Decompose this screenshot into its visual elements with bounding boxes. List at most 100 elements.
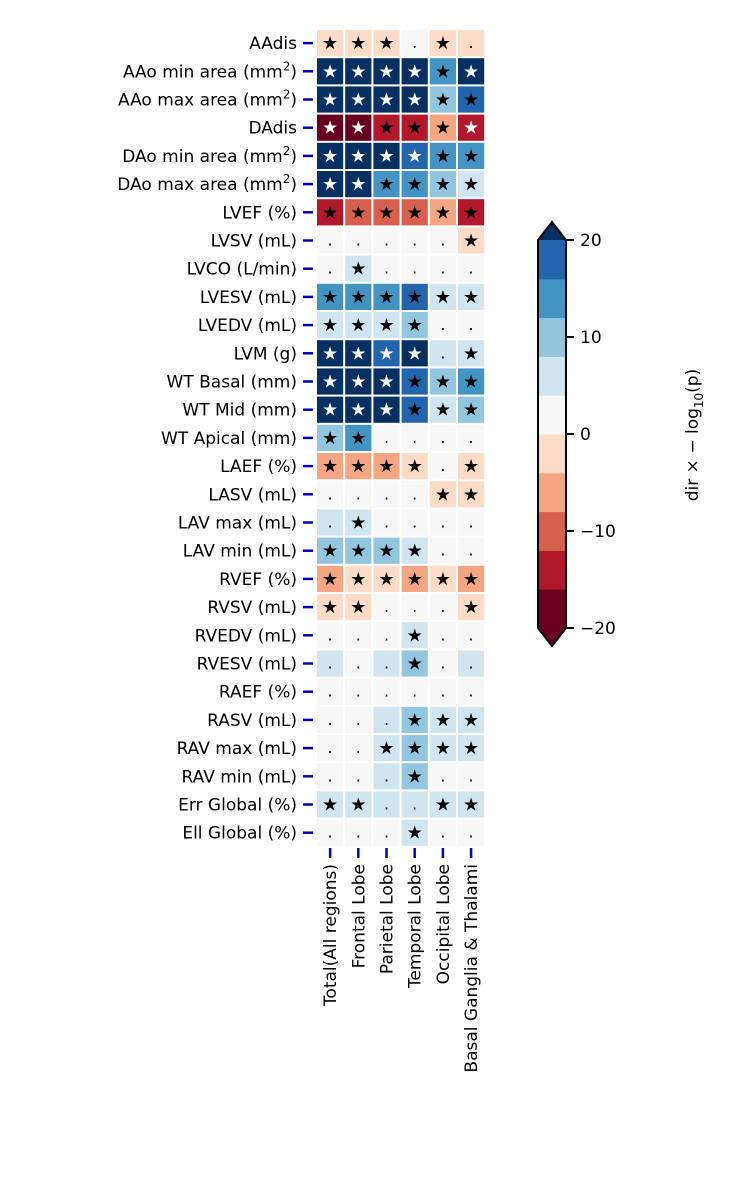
significance-star: ★ [350, 795, 366, 816]
heatmap-cell [458, 86, 485, 113]
heatmap-cell [373, 791, 400, 818]
nonsignificant-dot: . [469, 513, 474, 532]
heatmap-cell [401, 565, 428, 592]
colorbar: 20 10 0 −10 −20 [537, 220, 616, 648]
colorbar-extend-min [538, 628, 566, 646]
heatmap-cell [401, 537, 428, 564]
nonsignificant-dot: . [412, 33, 417, 52]
heatmap-cell [458, 114, 485, 141]
nonsignificant-dot: . [440, 259, 445, 278]
heatmap-cell [373, 142, 400, 169]
heatmap-cell [401, 199, 428, 226]
nonsignificant-dot: . [356, 231, 361, 250]
heatmap-cell [345, 86, 372, 113]
colorbar-segment [538, 589, 566, 629]
nonsignificant-dot: . [356, 710, 361, 729]
significance-star: ★ [407, 654, 423, 675]
heatmap-cell [317, 537, 344, 564]
significance-star: ★ [350, 541, 366, 562]
significance-star: ★ [322, 90, 338, 111]
heatmap-cell [345, 142, 372, 169]
significance-star: ★ [435, 795, 451, 816]
heatmap-cell [345, 171, 372, 198]
heatmap-cell [373, 453, 400, 480]
significance-star: ★ [435, 174, 451, 195]
heatmap-cell [317, 199, 344, 226]
heatmap-cell [317, 819, 344, 846]
nonsignificant-dot: . [440, 654, 445, 673]
heatmap-cell [373, 819, 400, 846]
heatmap-cell [429, 255, 456, 282]
heatmap-cell [317, 114, 344, 141]
significance-star: ★ [378, 33, 394, 54]
heatmap-cell [429, 424, 456, 451]
heatmap-cell [401, 142, 428, 169]
heatmap-cell [373, 171, 400, 198]
nonsignificant-dot: . [384, 428, 389, 447]
heatmap-cell [345, 594, 372, 621]
nonsignificant-dot: . [356, 823, 361, 842]
nonsignificant-dot: . [384, 766, 389, 785]
row-label: WT Basal (mm) [167, 373, 297, 393]
nonsignificant-dot: . [469, 766, 474, 785]
heatmap-cell [401, 58, 428, 85]
nonsignificant-dot: . [328, 625, 333, 644]
significance-star: ★ [350, 513, 366, 534]
significance-star: ★ [322, 795, 338, 816]
row-label: Ell Global (%) [182, 824, 297, 844]
heatmap-cell [429, 283, 456, 310]
heatmap-cell [373, 283, 400, 310]
heatmap-cell [458, 199, 485, 226]
heatmap-cell [458, 255, 485, 282]
heatmap-cell [429, 312, 456, 339]
significance-star: ★ [435, 90, 451, 111]
heatmap-cell [345, 706, 372, 733]
nonsignificant-dot: . [440, 513, 445, 532]
heatmap-cell [458, 650, 485, 677]
row-label: DAo min area (mm2) [122, 144, 297, 167]
heatmap-cell [429, 453, 456, 480]
colorbar-tick-label: 20 [580, 231, 602, 251]
colorbar-tick-label: 10 [580, 328, 602, 348]
heatmap-cell [317, 594, 344, 621]
heatmap-cell [429, 340, 456, 367]
significance-star: ★ [435, 146, 451, 167]
heatmap-cell [458, 706, 485, 733]
heatmap-cell [345, 622, 372, 649]
heatmap-cell [401, 791, 428, 818]
heatmap-cell [317, 678, 344, 705]
colorbar-label: dir × − log10(p) [683, 369, 706, 501]
significance-star: ★ [350, 287, 366, 308]
significance-star: ★ [322, 315, 338, 336]
row-label: LAEF (%) [220, 457, 297, 477]
row-label: RAEF (%) [219, 683, 297, 703]
significance-star: ★ [463, 569, 479, 590]
heatmap-cell [317, 58, 344, 85]
row-label: LVEDV (mL) [198, 316, 297, 336]
heatmap-cell [317, 509, 344, 536]
nonsignificant-dot: . [384, 795, 389, 814]
nonsignificant-dot: . [440, 541, 445, 560]
heatmap-cell [345, 819, 372, 846]
nonsignificant-dot: . [440, 231, 445, 250]
heatmap-cell [373, 650, 400, 677]
heatmap-cell [317, 622, 344, 649]
row-label: AAo max area (mm2) [118, 88, 297, 111]
row-label: RVEDV (mL) [195, 626, 297, 646]
row-label: Err Global (%) [178, 796, 297, 816]
heatmap-cell [429, 142, 456, 169]
heatmap-cell [373, 678, 400, 705]
heatmap-cell [429, 735, 456, 762]
heatmap-cell [429, 199, 456, 226]
significance-star: ★ [407, 625, 423, 646]
significance-star: ★ [407, 90, 423, 111]
heatmap-cell [317, 368, 344, 395]
row-label: LAV max (mL) [178, 514, 297, 534]
heatmap-cell [401, 424, 428, 451]
significance-star: ★ [463, 372, 479, 393]
significance-star: ★ [322, 569, 338, 590]
heatmap-cell [373, 396, 400, 423]
nonsignificant-dot: . [469, 259, 474, 278]
nonsignificant-dot: . [412, 682, 417, 701]
significance-star: ★ [350, 90, 366, 111]
